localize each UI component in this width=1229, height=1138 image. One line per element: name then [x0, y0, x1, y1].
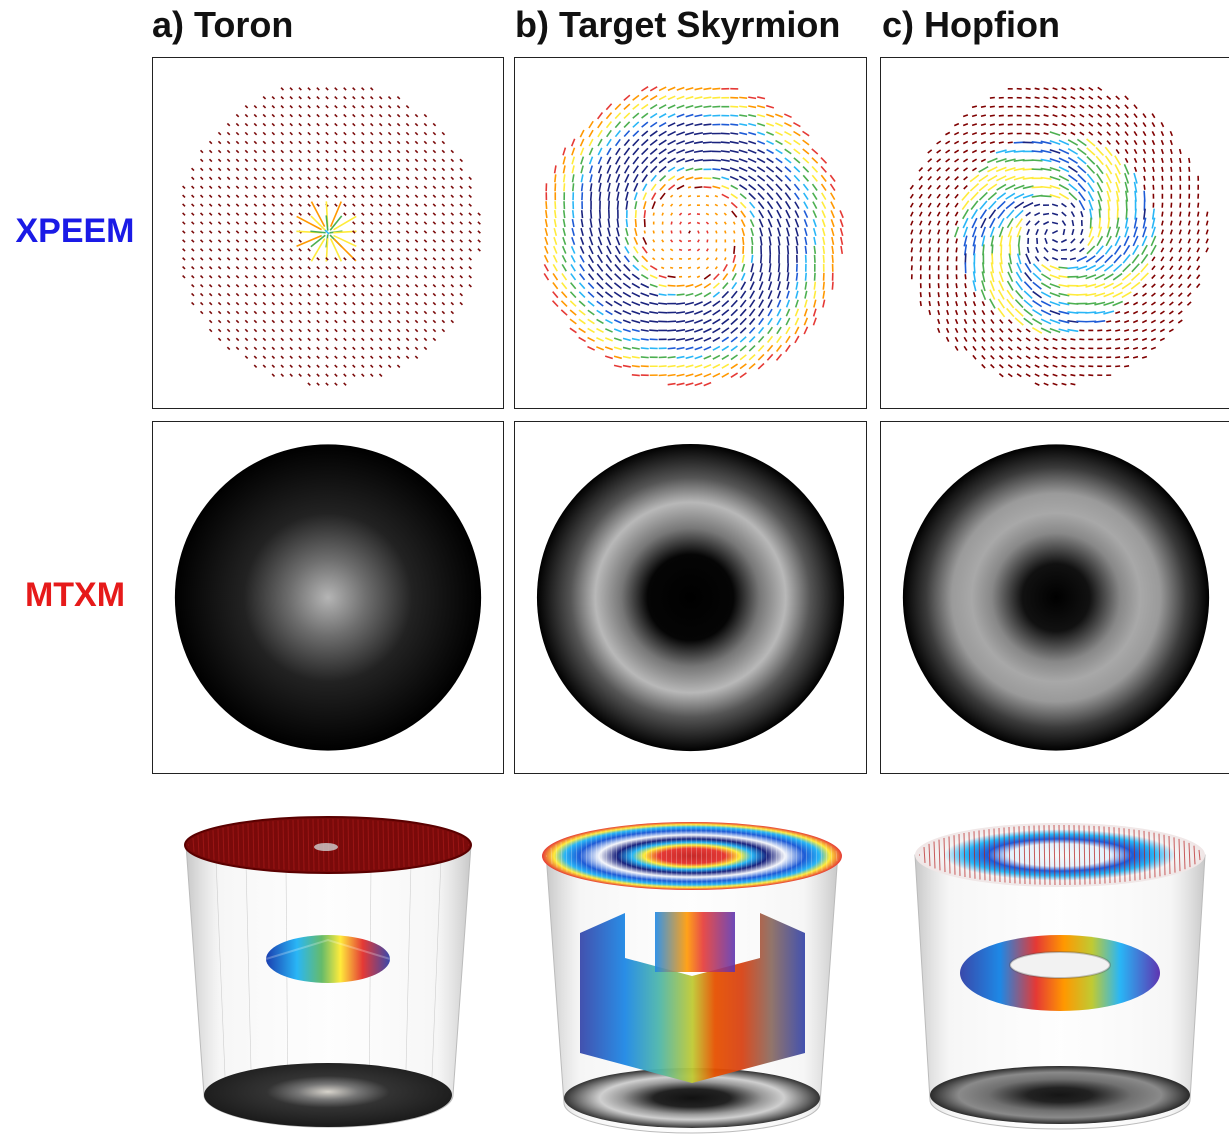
- mtxm-hopfion-panel: [880, 421, 1229, 774]
- column-title-target-skyrmion: b) Target Skyrmion: [515, 4, 841, 45]
- column-title-hopfion: c) Hopfion: [882, 4, 1060, 45]
- xpeem-target-skyrmion-vector-field: [543, 85, 844, 387]
- row-label-xpeem: XPEEM: [15, 212, 135, 250]
- xpeem-toron-panel: [152, 57, 504, 409]
- row-label-mtxm: MTXM: [24, 576, 126, 614]
- hopfion-3d-render: [910, 815, 1210, 1131]
- mtxm-toron-panel: [152, 421, 504, 774]
- xpeem-target-skyrmion-panel: [514, 57, 867, 409]
- xpeem-hopfion-vector-field: [909, 86, 1209, 386]
- xpeem-toron-vector-field: [182, 87, 481, 386]
- mtxm-target-skyrmion-contrast: [536, 443, 845, 752]
- mtxm-target-skyrmion-panel: [514, 421, 867, 774]
- column-title-toron: a) Toron: [152, 4, 294, 45]
- mtxm-toron-contrast: [174, 444, 482, 751]
- xpeem-hopfion-panel: [880, 57, 1229, 409]
- target-skyrmion-3d-render: [540, 808, 845, 1136]
- toron-3d-render: [176, 800, 481, 1130]
- mtxm-hopfion-contrast: [902, 444, 1210, 751]
